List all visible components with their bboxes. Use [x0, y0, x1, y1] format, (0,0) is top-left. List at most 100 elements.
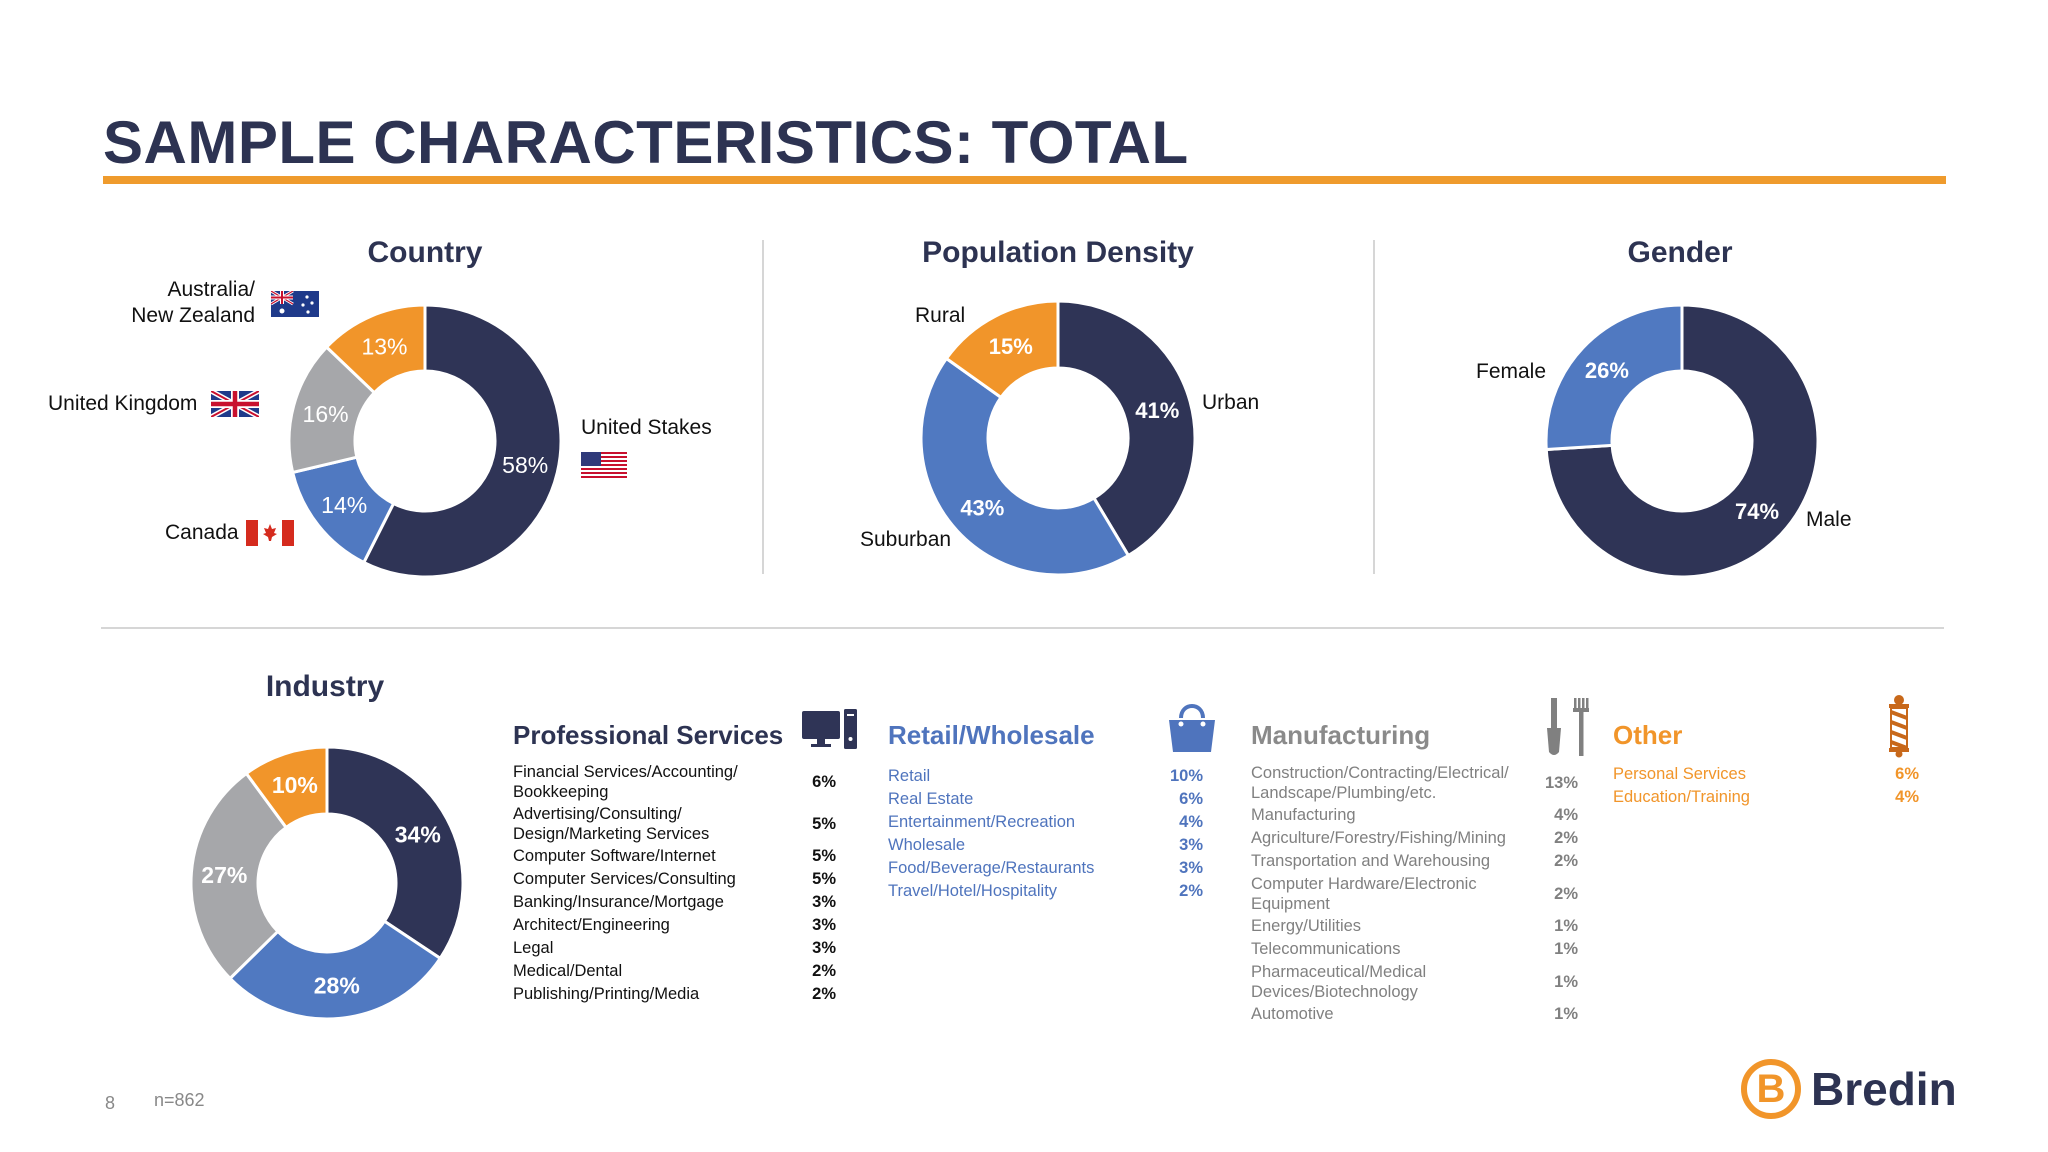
professional-services-item-value: 3%	[812, 916, 836, 934]
manufacturing-item-label: Pharmaceutical/Medical Devices/Biotechno…	[1251, 963, 1427, 1001]
retail-wholesale-item-label: Real Estate	[888, 790, 974, 808]
retail-wholesale-heading: Retail/Wholesale	[888, 720, 1095, 750]
logo-letter: B	[1756, 1067, 1786, 1111]
density-slice-1	[919, 356, 1131, 577]
professional-services-heading: Professional Services	[513, 720, 784, 750]
manufacturing-row: Telecommunications 1%	[1251, 938, 1578, 961]
professional-services-item-value: 2%	[812, 962, 836, 980]
page-title: SAMPLE CHARACTERISTICS: TOTAL	[103, 109, 1189, 176]
professional-services-item-label: Advertising/Consulting/ Design/Marketing…	[513, 805, 710, 843]
country-label-canada: Canada	[165, 521, 239, 544]
industry-slice-0	[325, 745, 465, 961]
other-item-value: 6%	[1895, 765, 1919, 783]
manufacturing-item-value: 4%	[1554, 806, 1578, 824]
manufacturing-row: Agriculture/Forestry/Fishing/Mining 2%	[1251, 827, 1578, 850]
country-data-label-1: 14%	[321, 492, 367, 518]
other-item-label: Personal Services	[1613, 765, 1746, 783]
country-slice-1	[290, 455, 396, 565]
retail-wholesale-item-value: 3%	[1179, 859, 1203, 877]
country-label-us: United Stakes	[581, 416, 712, 439]
gender-chart-title: Gender	[1627, 236, 1733, 269]
professional-services-row: Advertising/Consulting/ Design/Marketing…	[513, 803, 836, 845]
retail-wholesale-row: Entertainment/Recreation 4%	[888, 811, 1203, 834]
professional-services-row: Computer Software/Internet 5%	[513, 845, 836, 868]
uk-flag-icon	[211, 391, 259, 417]
country-data-label-0: 58%	[502, 452, 548, 478]
density-slice-0	[1056, 299, 1197, 558]
professional-services-item-value: 3%	[812, 893, 836, 911]
manufacturing-item-value: 1%	[1554, 973, 1578, 991]
retail-wholesale-item-label: Entertainment/Recreation	[888, 813, 1076, 831]
professional-services-item-value: 6%	[812, 773, 836, 791]
separator-2	[1373, 240, 1375, 574]
industry-data-label-0: 34%	[395, 821, 441, 847]
density-label-urban: Urban	[1202, 391, 1260, 414]
manufacturing-item-label: Energy/Utilities	[1251, 917, 1362, 935]
professional-services-item-value: 3%	[812, 939, 836, 957]
gender-label-male: Male	[1806, 508, 1852, 531]
industry-slice-3	[244, 745, 329, 830]
professional-services-row: Legal 3%	[513, 937, 836, 960]
separator-1	[762, 240, 764, 574]
professional-services-item-label: Financial Services/Accounting/ Bookkeepi…	[513, 763, 738, 801]
manufacturing-item-value: 2%	[1554, 885, 1578, 903]
other-row: Education/Training 4%	[1613, 786, 1919, 809]
country-data-label-2: 16%	[303, 401, 349, 427]
manufacturing-item-label: Transportation and Warehousing	[1251, 852, 1491, 870]
australia-flag-icon	[271, 291, 319, 317]
us-flag-icon	[581, 452, 627, 478]
country-label-australia: Australia/ New Zealand	[131, 278, 255, 327]
other-row: Personal Services 6%	[1613, 763, 1919, 786]
retail-wholesale-row: Food/Beverage/Restaurants 3%	[888, 857, 1203, 880]
density-data-label-1: 43%	[960, 495, 1004, 520]
manufacturing-item-label: Computer Hardware/Electronic Equipment	[1251, 875, 1477, 913]
retail-wholesale-item-value: 2%	[1179, 882, 1203, 900]
industry-data-label-2: 27%	[201, 862, 247, 888]
title-underline	[103, 176, 1946, 184]
retail-wholesale-item-label: Wholesale	[888, 836, 966, 854]
manufacturing-item-value: 2%	[1554, 852, 1578, 870]
professional-services-row: Computer Services/Consulting 5%	[513, 868, 836, 891]
professional-services-item-label: Architect/Engineering	[513, 916, 670, 934]
country-chart-title: Country	[367, 236, 483, 269]
retail-wholesale-item-label: Retail	[888, 767, 931, 785]
retail-wholesale-row: Travel/Hotel/Hospitality 2%	[888, 880, 1203, 903]
professional-services-item-value: 5%	[812, 815, 836, 833]
page-number: 8	[105, 1093, 116, 1113]
manufacturing-item-value: 1%	[1554, 917, 1578, 935]
country-slice-3	[324, 303, 427, 395]
manufacturing-item-value: 2%	[1554, 829, 1578, 847]
professional-services-item-label: Computer Services/Consulting	[513, 870, 736, 888]
professional-services-item-value: 5%	[812, 847, 836, 865]
manufacturing-row: Transportation and Warehousing 2%	[1251, 850, 1578, 873]
manufacturing-item-value: 13%	[1544, 774, 1578, 792]
manufacturing-item-value: 1%	[1554, 940, 1578, 958]
manufacturing-item-label: Construction/Contracting/Electrical/ Lan…	[1251, 764, 1509, 802]
bredin-logo-icon: B	[1740, 1058, 1802, 1120]
professional-services-item-label: Legal	[513, 939, 554, 957]
industry-data-label-1: 28%	[314, 973, 360, 999]
manufacturing-row: Manufacturing 4%	[1251, 804, 1578, 827]
country-slice-0	[361, 303, 563, 579]
country-label-uk: United Kingdom	[48, 392, 198, 415]
manufacturing-heading: Manufacturing	[1251, 720, 1431, 750]
country-data-label-3: 13%	[361, 333, 407, 359]
manufacturing-item-label: Automotive	[1251, 1005, 1334, 1023]
industry-slice-2	[189, 771, 289, 981]
manufacturing-row: Energy/Utilities 1%	[1251, 915, 1578, 938]
gender-data-label-0: 74%	[1735, 499, 1779, 524]
handbag-icon	[1169, 704, 1215, 752]
professional-services-row: Banking/Insurance/Mortgage 3%	[513, 891, 836, 914]
density-data-label-2: 15%	[989, 334, 1033, 359]
computer-icon	[802, 709, 857, 749]
retail-wholesale-list: Retail 10% Real Estate 6% Entertainment/Recr…	[888, 765, 1203, 903]
manufacturing-item-label: Agriculture/Forestry/Fishing/Mining	[1251, 829, 1506, 847]
density-data-label-0: 41%	[1135, 398, 1179, 423]
manufacturing-row: Automotive 1%	[1251, 1003, 1578, 1026]
other-item-label: Education/Training	[1613, 788, 1750, 806]
professional-services-item-label: Medical/Dental	[513, 962, 623, 980]
canada-flag-icon	[246, 520, 294, 546]
industry-chart-title: Industry	[265, 670, 385, 703]
manufacturing-row: Construction/Contracting/Electrical/ Lan…	[1251, 762, 1578, 804]
tools-icon	[1547, 698, 1589, 756]
